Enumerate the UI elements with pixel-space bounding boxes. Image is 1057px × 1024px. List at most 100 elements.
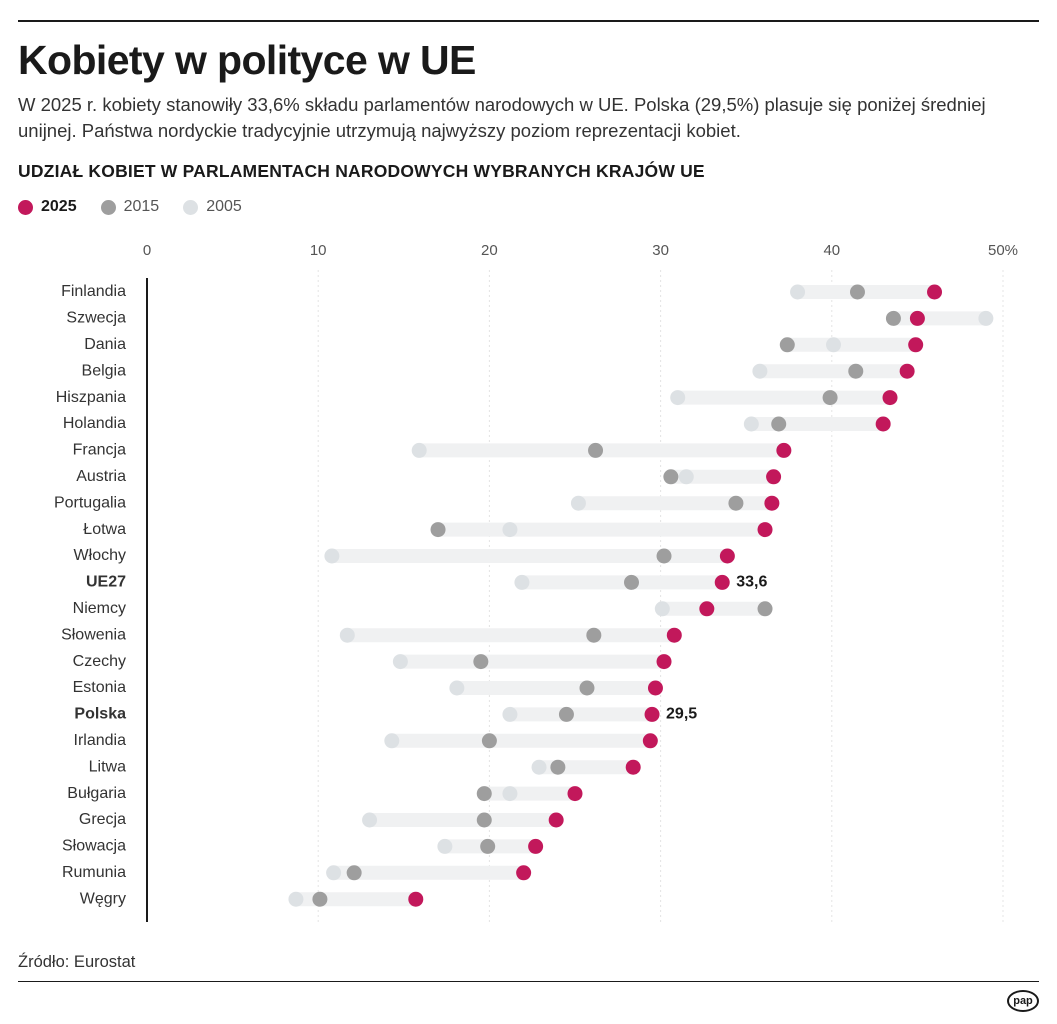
dot-2005 [392, 654, 408, 670]
x-tick-label: 50% [988, 242, 1018, 259]
country-label: Słowacja [62, 838, 126, 855]
dot-2015 [728, 495, 744, 511]
top-rule [18, 20, 1039, 22]
country-label: Węgry [80, 890, 126, 907]
dot-2025 [666, 627, 682, 643]
legend-item-2025: 2025 [18, 198, 77, 216]
dot-2015 [476, 812, 492, 828]
legend: 2025 2015 2005 [18, 195, 266, 219]
dot-2015 [346, 865, 362, 881]
country-label: Niemcy [73, 600, 126, 617]
dot-2015 [663, 469, 679, 485]
legend-dot-2025 [18, 199, 33, 215]
dot-2005 [978, 310, 994, 326]
page-title: Kobiety w polityce w UE [18, 37, 476, 83]
dot-2025 [644, 706, 660, 722]
dot-2005 [411, 442, 427, 458]
dot-2025 [766, 469, 782, 485]
dot-2015 [848, 363, 864, 379]
dot-2025 [875, 416, 891, 432]
dot-2015 [656, 548, 672, 564]
dot-2015 [623, 574, 639, 590]
dot-2025 [757, 522, 773, 538]
dot-2015 [757, 601, 773, 617]
country-label: Czechy [73, 653, 126, 670]
dot-2015 [481, 733, 497, 749]
country-label: Szwecja [66, 310, 126, 327]
dot-2005 [570, 495, 586, 511]
dot-2025 [719, 548, 735, 564]
country-label: Hiszpania [56, 389, 126, 406]
dot-2005 [743, 416, 759, 432]
dot-2005 [654, 601, 670, 617]
dot-2015 [480, 838, 496, 854]
dot-2015 [476, 786, 492, 802]
dot-2015 [473, 654, 489, 670]
legend-label-2005: 2005 [206, 198, 242, 215]
x-tick-label: 30 [652, 242, 669, 259]
dot-2025 [516, 865, 532, 881]
x-tick-label: 10 [310, 242, 327, 259]
x-tick-label: 0 [143, 242, 151, 259]
dot-2015 [558, 706, 574, 722]
dot-2025 [908, 337, 924, 353]
dot-2005 [326, 865, 342, 881]
dot-2005 [288, 891, 304, 907]
dot-2005 [514, 574, 530, 590]
country-label: Estonia [73, 679, 126, 696]
dot-2025 [776, 442, 792, 458]
country-label: Litwa [89, 758, 126, 775]
legend-dot-2015 [100, 199, 116, 215]
dot-2025 [764, 495, 780, 511]
data-label: 33,6 [736, 574, 767, 591]
dot-2025 [567, 786, 583, 802]
dot-2025 [899, 363, 915, 379]
dot-2025 [927, 284, 943, 300]
dot-2025 [647, 680, 663, 696]
country-label: Holandia [63, 415, 126, 432]
country-label: Francja [73, 442, 126, 459]
chart-heading: UDZIAŁ KOBIET W PARLAMENTACH NARODOWYCH … [18, 161, 705, 181]
pap-logo: pap [1007, 990, 1039, 1012]
dot-2015 [779, 337, 795, 353]
page-subtitle: W 2025 r. kobiety stanowiły 33,6% składu… [18, 94, 986, 141]
bottom-rule [18, 981, 1039, 982]
dot-2025 [642, 733, 658, 749]
country-label: Austria [76, 468, 126, 485]
data-label: 29,5 [666, 706, 697, 723]
dot-2005 [502, 786, 518, 802]
dot-2005 [324, 548, 340, 564]
country-label: Portugalia [54, 494, 126, 511]
dot-2005 [678, 469, 694, 485]
country-label: Rumunia [62, 864, 126, 881]
country-label: Bułgaria [67, 785, 126, 802]
dot-2025 [625, 759, 641, 775]
x-tick-label: 40 [823, 242, 840, 259]
dot-2005 [339, 627, 355, 643]
dot-2025 [699, 601, 715, 617]
dot-2005 [790, 284, 806, 300]
dot-2025 [408, 891, 424, 907]
dot-2005 [752, 363, 768, 379]
dot-2005 [531, 759, 547, 775]
dot-2005 [502, 522, 518, 538]
dot-2025 [714, 574, 730, 590]
country-label: Grecja [79, 811, 126, 828]
dot-2015 [550, 759, 566, 775]
dot-2005 [384, 733, 400, 749]
dot-2015 [822, 390, 838, 406]
legend-item-2015: 2015 [100, 198, 160, 216]
country-label: Słowenia [61, 626, 126, 643]
legend-item-2005: 2005 [183, 198, 242, 216]
dot-2015 [588, 442, 604, 458]
dot-2005 [670, 390, 686, 406]
dot-2005 [826, 337, 842, 353]
dot-2015 [312, 891, 328, 907]
dot-2025 [548, 812, 564, 828]
dot-2005 [502, 706, 518, 722]
country-label: Włochy [74, 547, 126, 564]
legend-label-2025: 2025 [41, 198, 77, 215]
dot-2015 [430, 522, 446, 538]
dot-2005 [437, 838, 453, 854]
legend-label-2015: 2015 [123, 198, 160, 215]
